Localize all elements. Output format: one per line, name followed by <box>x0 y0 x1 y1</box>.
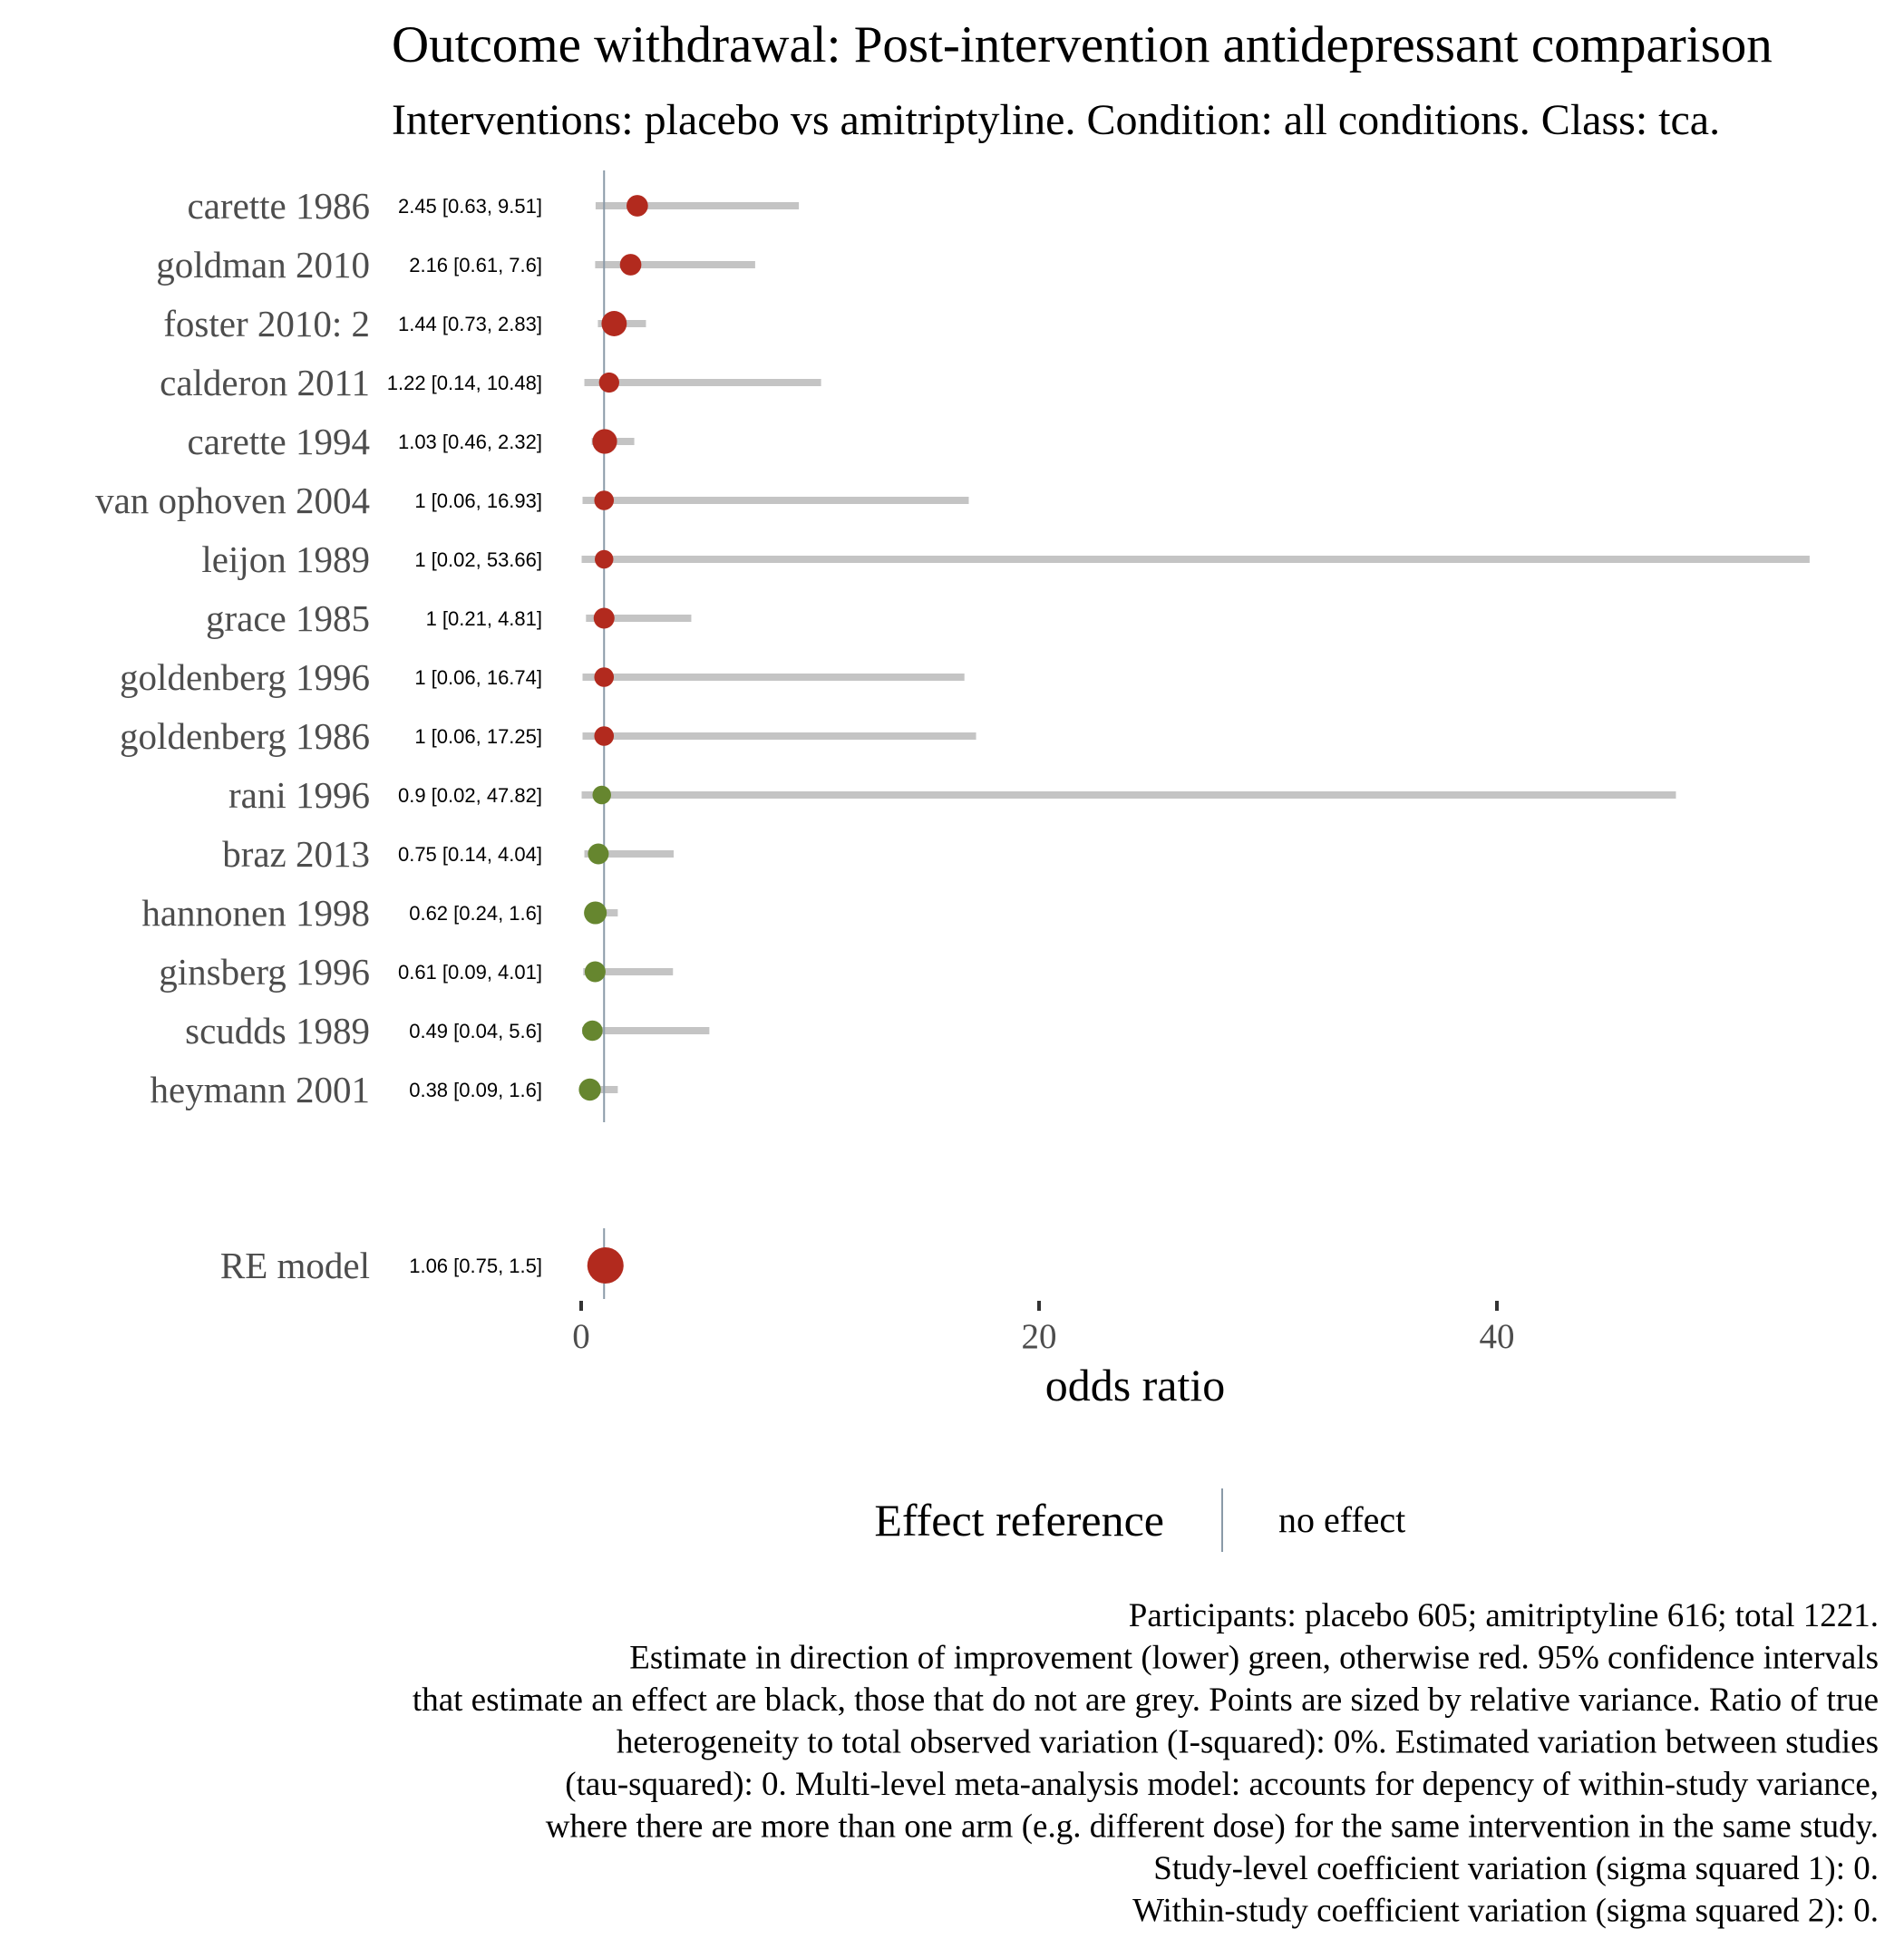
study-point <box>619 254 642 276</box>
x-tick-label: 0 <box>572 1317 590 1356</box>
study-label: carette 1994 <box>188 421 370 462</box>
study-point <box>627 195 648 217</box>
caption-line: (tau-squared): 0. Multi-level meta-analy… <box>565 1766 1879 1803</box>
study-label: braz 2013 <box>222 833 370 875</box>
study-point <box>584 901 607 925</box>
estimate-text: 1.22 [0.14, 10.48] <box>387 372 542 394</box>
study-label: foster 2010: 2 <box>163 303 370 344</box>
estimate-text: 0.75 [0.14, 4.04] <box>398 843 542 866</box>
estimate-text: 1.03 [0.46, 2.32] <box>398 431 542 453</box>
study-label: van ophoven 2004 <box>95 480 370 521</box>
study-point <box>588 843 609 865</box>
study-label: goldenberg 1986 <box>120 715 370 757</box>
study-point <box>594 490 615 510</box>
x-tick-label: 40 <box>1480 1317 1515 1356</box>
estimate-text: 2.16 [0.61, 7.6] <box>409 254 542 276</box>
estimate-text: 1.44 [0.73, 2.83] <box>398 313 542 335</box>
legend: Effect reference no effect <box>874 1488 1405 1552</box>
estimate-text: 0.9 [0.02, 47.82] <box>398 784 542 807</box>
pooled-label: RE model <box>220 1245 370 1286</box>
study-label: calderon 2011 <box>160 362 370 403</box>
study-label: scudds 1989 <box>185 1010 370 1052</box>
estimate-text: 0.49 [0.04, 5.6] <box>409 1020 542 1042</box>
study-labels: carette 1986 goldman 2010 foster 2010: 2 ca… <box>95 185 370 1286</box>
caption-line: Within-study coefficient variation (sigm… <box>1132 1893 1879 1930</box>
pooled-point <box>587 1247 624 1284</box>
study-point <box>592 429 617 454</box>
estimate-text: 0.62 [0.24, 1.6] <box>409 902 542 925</box>
study-label: carette 1986 <box>188 185 370 227</box>
chart-subtitle: Interventions: placebo vs amitriptyline.… <box>392 96 1720 144</box>
study-label: hannonen 1998 <box>141 892 370 934</box>
study-label: leijon 1989 <box>201 538 370 580</box>
study-point <box>594 667 615 687</box>
ci-lines <box>581 202 1810 1093</box>
estimate-text: 1 [0.06, 16.93] <box>414 490 542 512</box>
study-point <box>595 549 614 569</box>
study-point <box>584 961 606 983</box>
study-point <box>578 1078 601 1101</box>
caption-line: heterogeneity to total observed variatio… <box>617 1724 1879 1761</box>
estimate-text: 1 [0.02, 53.66] <box>414 548 542 571</box>
estimate-text: 1 [0.21, 4.81] <box>426 607 542 630</box>
caption-line: that estimate an effect are black, those… <box>413 1682 1879 1719</box>
study-point <box>601 311 627 336</box>
x-tick-label: 20 <box>1022 1317 1057 1356</box>
estimate-text: 1 [0.06, 16.74] <box>414 666 542 689</box>
study-label: heymann 2001 <box>150 1069 370 1110</box>
study-point <box>593 607 615 629</box>
study-point <box>594 726 615 746</box>
study-point <box>582 1020 603 1042</box>
study-label: rani 1996 <box>228 774 370 816</box>
legend-title: Effect reference <box>874 1495 1164 1546</box>
study-label: goldenberg 1996 <box>120 656 370 698</box>
caption-line: where there are more than one arm (e.g. … <box>546 1808 1879 1846</box>
estimate-text: 0.61 [0.09, 4.01] <box>398 961 542 984</box>
caption-line: Estimate in direction of improvement (lo… <box>629 1640 1879 1677</box>
study-label: ginsberg 1996 <box>159 951 370 993</box>
legend-label: no effect <box>1278 1499 1405 1540</box>
caption-line: Participants: placebo 605; amitriptyline… <box>1129 1597 1879 1634</box>
chart-title: Outcome withdrawal: Post-intervention an… <box>392 16 1773 73</box>
estimate-texts: 2.45 [0.63, 9.51] 2.16 [0.61, 7.6] 1.44 [0… <box>387 195 542 1277</box>
estimate-points <box>578 195 648 1284</box>
study-point <box>592 785 611 805</box>
x-axis-label: odds ratio <box>1045 1360 1226 1410</box>
caption-line: Study-level coefficient variation (sigma… <box>1153 1850 1879 1887</box>
study-label: grace 1985 <box>206 597 370 639</box>
caption: Participants: placebo 605; amitriptyline… <box>413 1597 1879 1930</box>
study-label: goldman 2010 <box>156 244 370 286</box>
estimate-text: 2.45 [0.63, 9.51] <box>398 195 542 218</box>
estimate-text: 1 [0.06, 17.25] <box>414 725 542 748</box>
estimate-text: 0.38 [0.09, 1.6] <box>409 1079 542 1101</box>
x-axis: 0 20 40 <box>572 1301 1515 1356</box>
pooled-estimate-text: 1.06 [0.75, 1.5] <box>409 1255 542 1277</box>
study-point <box>598 372 619 393</box>
